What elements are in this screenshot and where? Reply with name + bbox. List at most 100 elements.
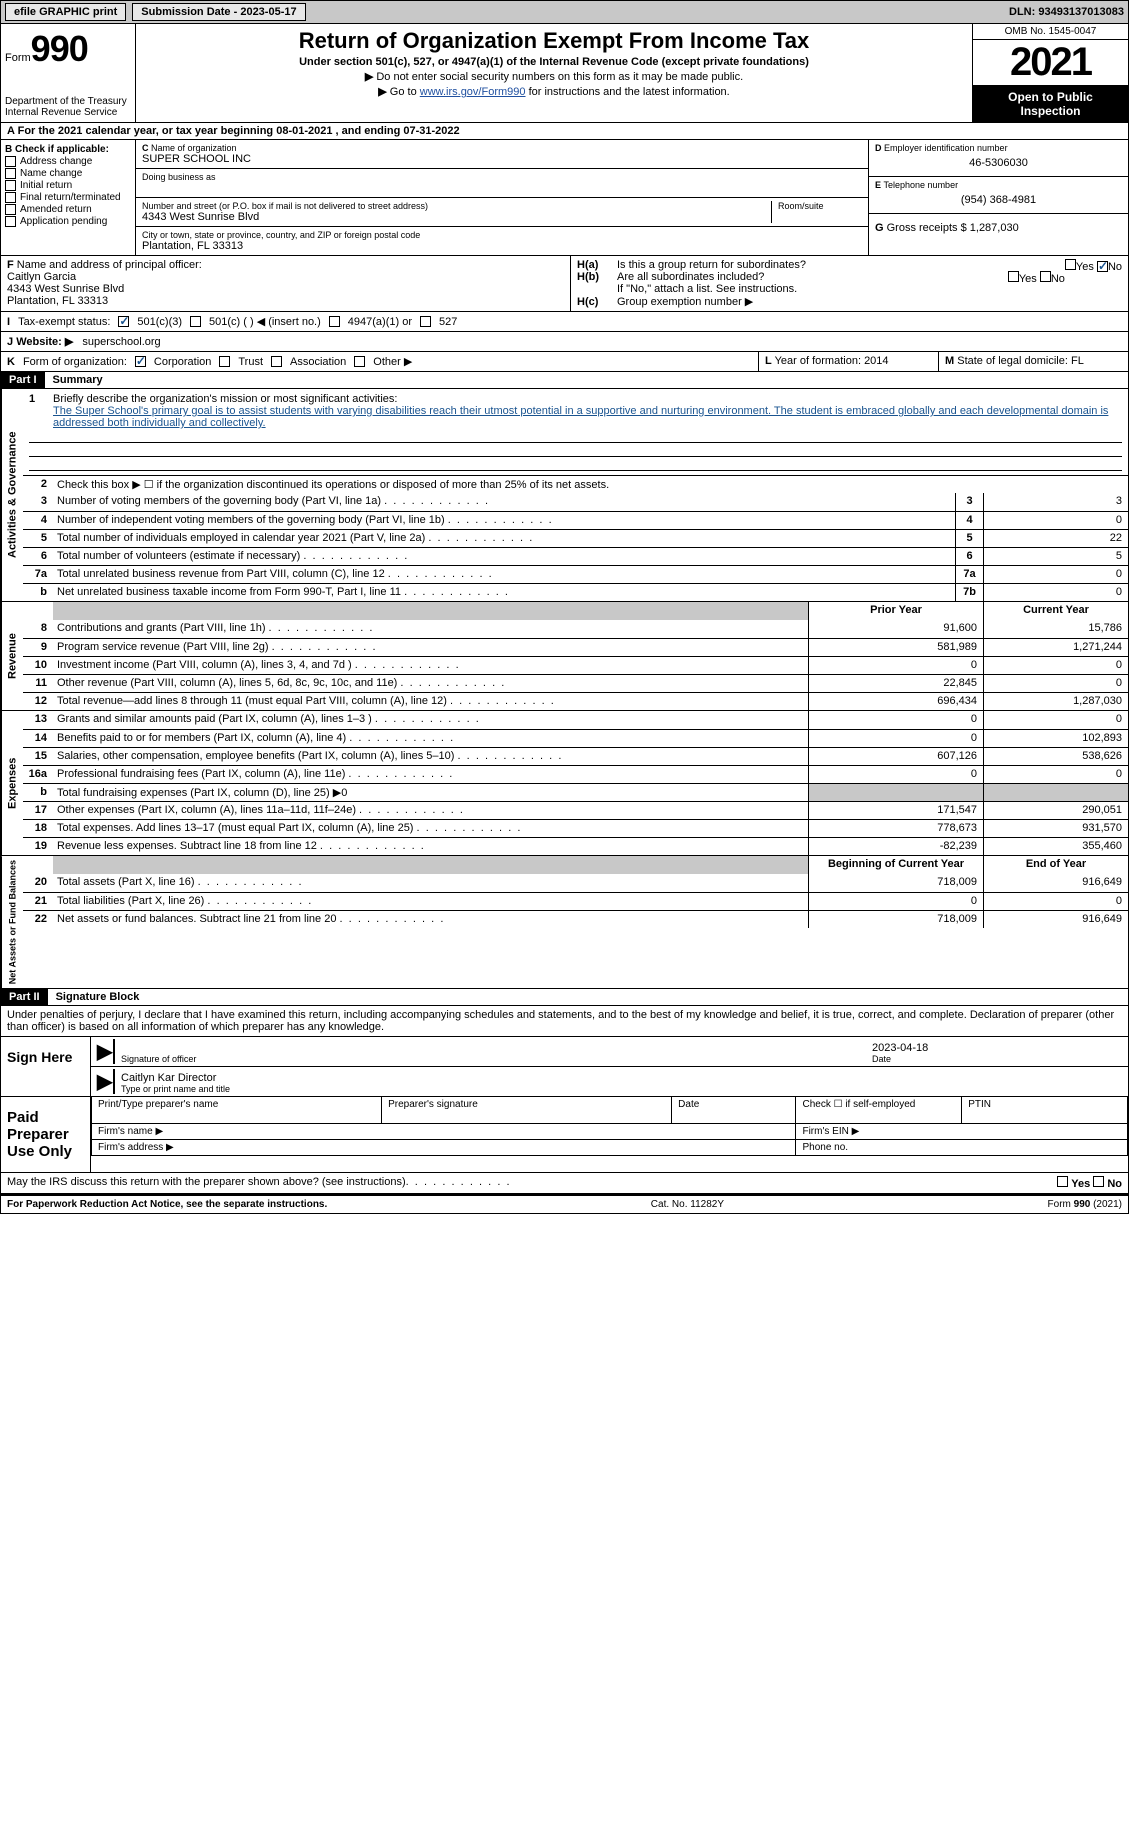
line-a-tax-year: A For the 2021 calendar year, or tax yea… bbox=[0, 123, 1129, 140]
org-name: SUPER SCHOOL INC bbox=[142, 153, 862, 165]
check-initial-return[interactable]: Initial return bbox=[5, 180, 131, 191]
ha-yes[interactable] bbox=[1065, 259, 1076, 270]
summary-row: 3 Number of voting members of the govern… bbox=[23, 493, 1128, 511]
ein: 46-5306030 bbox=[875, 153, 1122, 173]
expenses-label: Expenses bbox=[1, 711, 23, 855]
section-bcd: B Check if applicable: Address change Na… bbox=[0, 140, 1129, 256]
omb-number: OMB No. 1545-0047 bbox=[973, 24, 1128, 40]
officer-name: Caitlyn Garcia bbox=[7, 271, 564, 283]
open-public-label: Open to Public Inspection bbox=[973, 86, 1128, 122]
form-subtitle: Under section 501(c), 527, or 4947(a)(1)… bbox=[144, 56, 964, 68]
discuss-row: May the IRS discuss this return with the… bbox=[0, 1173, 1129, 1194]
summary-row: 18 Total expenses. Add lines 13–17 (must… bbox=[23, 819, 1128, 837]
summary-row: 4 Number of independent voting members o… bbox=[23, 511, 1128, 529]
check-4947[interactable] bbox=[329, 316, 340, 327]
website-value: superschool.org bbox=[82, 336, 160, 348]
dln: DLN: 93493137013083 bbox=[1009, 6, 1124, 18]
line-j-website: J Website: ▶ superschool.org bbox=[0, 332, 1129, 352]
summary-row: 19 Revenue less expenses. Subtract line … bbox=[23, 837, 1128, 855]
summary-row: 10 Investment income (Part VIII, column … bbox=[23, 656, 1128, 674]
instruction-1: ▶ Do not enter social security numbers o… bbox=[144, 70, 964, 83]
part2-title: Signature Block bbox=[48, 989, 148, 1005]
part2-badge: Part II bbox=[1, 989, 48, 1005]
summary-row: b Net unrelated business taxable income … bbox=[23, 583, 1128, 601]
discuss-no[interactable] bbox=[1093, 1176, 1104, 1187]
summary-row: 11 Other revenue (Part VIII, column (A),… bbox=[23, 674, 1128, 692]
check-amended-return[interactable]: Amended return bbox=[5, 204, 131, 215]
summary-row: 16a Professional fundraising fees (Part … bbox=[23, 765, 1128, 783]
netassets-section: Net Assets or Fund Balances Beginning of… bbox=[0, 856, 1129, 989]
governance-section: Activities & Governance 1Briefly describ… bbox=[0, 389, 1129, 602]
dba-label: Doing business as bbox=[142, 172, 862, 182]
line-klm: K Form of organization: Corporation Trus… bbox=[0, 352, 1129, 372]
check-address-change[interactable]: Address change bbox=[5, 156, 131, 167]
part1-badge: Part I bbox=[1, 372, 45, 388]
revenue-label: Revenue bbox=[1, 602, 23, 710]
col-b-checkboxes: B Check if applicable: Address change Na… bbox=[1, 140, 136, 255]
discuss-yes[interactable] bbox=[1057, 1176, 1068, 1187]
check-trust[interactable] bbox=[219, 356, 230, 367]
hb-no[interactable] bbox=[1040, 271, 1051, 282]
sign-here-section: Sign Here ▶ Signature of officer 2023-04… bbox=[0, 1037, 1129, 1097]
summary-row: 14 Benefits paid to or for members (Part… bbox=[23, 729, 1128, 747]
check-association[interactable] bbox=[271, 356, 282, 367]
hb-yes[interactable] bbox=[1008, 271, 1019, 282]
arrow-icon: ▶ bbox=[97, 1039, 115, 1064]
part1-title: Summary bbox=[45, 372, 111, 388]
sign-here-label: Sign Here bbox=[1, 1037, 91, 1096]
check-corporation[interactable] bbox=[135, 356, 146, 367]
form-title: Return of Organization Exempt From Incom… bbox=[144, 28, 964, 54]
check-application-pending[interactable]: Application pending bbox=[5, 216, 131, 227]
summary-row: 9 Program service revenue (Part VIII, li… bbox=[23, 638, 1128, 656]
arrow-icon: ▶ bbox=[97, 1069, 115, 1094]
summary-row: 15 Salaries, other compensation, employe… bbox=[23, 747, 1128, 765]
instruction-2: ▶ Go to www.irs.gov/Form990 for instruct… bbox=[144, 85, 964, 98]
revenue-section: Revenue Prior Year Current Year 8 Contri… bbox=[0, 602, 1129, 711]
summary-row: 21 Total liabilities (Part X, line 26) 0… bbox=[23, 892, 1128, 910]
summary-row: 5 Total number of individuals employed i… bbox=[23, 529, 1128, 547]
summary-row: 17 Other expenses (Part IX, column (A), … bbox=[23, 801, 1128, 819]
form-990-label: Form 990 bbox=[5, 28, 131, 70]
irs-link[interactable]: www.irs.gov/Form990 bbox=[420, 86, 526, 98]
paid-preparer-section: Paid Preparer Use Only Print/Type prepar… bbox=[0, 1097, 1129, 1173]
sign-date: 2023-04-18 bbox=[872, 1042, 1122, 1054]
org-city: Plantation, FL 33313 bbox=[142, 240, 862, 252]
mission-text: The Super School's primary goal is to as… bbox=[29, 405, 1122, 429]
summary-row: b Total fundraising expenses (Part IX, c… bbox=[23, 783, 1128, 801]
expenses-section: Expenses 13 Grants and similar amounts p… bbox=[0, 711, 1129, 856]
gross-receipts: 1,287,030 bbox=[970, 222, 1019, 234]
line-i-status: I Tax-exempt status: 501(c)(3) 501(c) ( … bbox=[0, 312, 1129, 332]
treasury-label: Department of the Treasury Internal Reve… bbox=[5, 96, 131, 118]
declaration-text: Under penalties of perjury, I declare th… bbox=[0, 1006, 1129, 1037]
ha-no[interactable] bbox=[1097, 261, 1108, 272]
summary-row: 20 Total assets (Part X, line 16) 718,00… bbox=[23, 874, 1128, 892]
summary-row: 8 Contributions and grants (Part VIII, l… bbox=[23, 620, 1128, 638]
summary-row: 12 Total revenue—add lines 8 through 11 … bbox=[23, 692, 1128, 710]
summary-row: 13 Grants and similar amounts paid (Part… bbox=[23, 711, 1128, 729]
officer-signed-name: Caitlyn Kar Director bbox=[121, 1072, 1122, 1084]
phone: (954) 368-4981 bbox=[875, 190, 1122, 210]
form-header: Form 990 Department of the Treasury Inte… bbox=[0, 24, 1129, 123]
check-final-return[interactable]: Final return/terminated bbox=[5, 192, 131, 203]
check-527[interactable] bbox=[420, 316, 431, 327]
tax-year: 2021 bbox=[973, 40, 1128, 86]
paid-preparer-label: Paid Preparer Use Only bbox=[1, 1097, 91, 1172]
part1-header-row: Part I Summary bbox=[0, 372, 1129, 389]
submission-date: Submission Date - 2023-05-17 bbox=[132, 3, 305, 21]
org-address: 4343 West Sunrise Blvd bbox=[142, 211, 765, 223]
section-fh: F Name and address of principal officer:… bbox=[0, 256, 1129, 312]
summary-row: 6 Total number of volunteers (estimate i… bbox=[23, 547, 1128, 565]
part2-header-row: Part II Signature Block bbox=[0, 989, 1129, 1006]
netassets-label: Net Assets or Fund Balances bbox=[1, 856, 23, 988]
governance-label: Activities & Governance bbox=[1, 389, 23, 601]
check-501c3[interactable] bbox=[118, 316, 129, 327]
check-other[interactable] bbox=[354, 356, 365, 367]
form-version: Form 990 (2021) bbox=[1048, 1199, 1122, 1210]
top-bar: efile GRAPHIC print Submission Date - 20… bbox=[0, 0, 1129, 24]
summary-row: 7a Total unrelated business revenue from… bbox=[23, 565, 1128, 583]
footer: For Paperwork Reduction Act Notice, see … bbox=[0, 1194, 1129, 1214]
summary-row: 22 Net assets or fund balances. Subtract… bbox=[23, 910, 1128, 928]
check-501c[interactable] bbox=[190, 316, 201, 327]
efile-print-button[interactable]: efile GRAPHIC print bbox=[5, 3, 126, 21]
check-name-change[interactable]: Name change bbox=[5, 168, 131, 179]
